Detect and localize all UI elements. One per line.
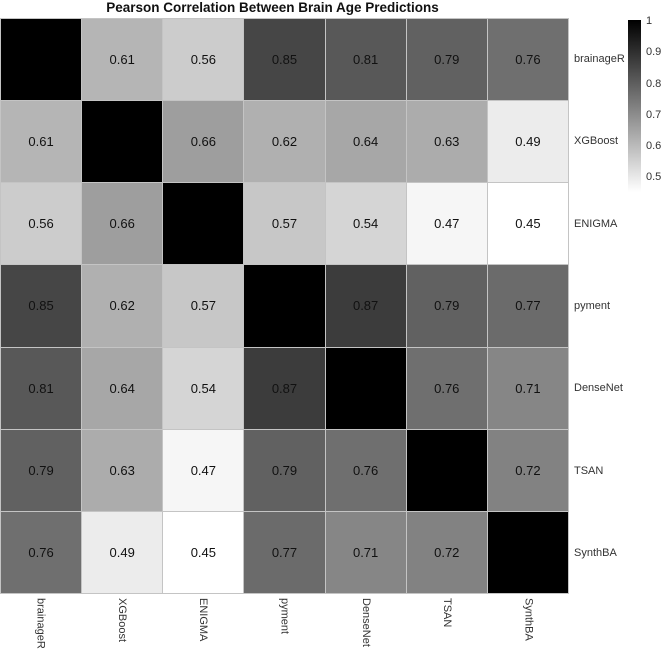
heatmap-cell: 0.63 bbox=[406, 101, 487, 183]
colorbar-tick-label: 1 bbox=[646, 15, 653, 27]
col-label: SynthBA bbox=[522, 598, 535, 641]
heatmap-cell: 0.79 bbox=[1, 429, 82, 511]
colorbar-gradient bbox=[628, 20, 641, 192]
heatmap-cell: 0.77 bbox=[487, 265, 568, 347]
x-axis-labels: brainageR XGBoost ENIGMA pyment DenseNet TSAN… bbox=[0, 598, 569, 659]
heatmap-cell: 0.56 bbox=[163, 19, 244, 101]
heatmap-cell bbox=[82, 101, 163, 183]
row-label: DenseNet bbox=[574, 382, 623, 395]
col-label: ENIGMA bbox=[197, 598, 210, 642]
row-label: SynthBA bbox=[574, 546, 617, 559]
heatmap-cell bbox=[163, 183, 244, 265]
heatmap-cell: 0.87 bbox=[325, 265, 406, 347]
row-label: TSAN bbox=[574, 464, 604, 477]
heatmap-cell: 0.79 bbox=[244, 429, 325, 511]
col-label: XGBoost bbox=[115, 598, 128, 643]
heatmap-cell bbox=[1, 19, 82, 101]
heatmap-cell: 0.79 bbox=[406, 265, 487, 347]
row-label: brainageR bbox=[574, 53, 625, 66]
heatmap-cell bbox=[487, 511, 568, 593]
heatmap-cell: 0.76 bbox=[325, 429, 406, 511]
heatmap-cell: 0.85 bbox=[244, 19, 325, 101]
colorbar-tick-label: 0.5 bbox=[646, 171, 662, 184]
row-label: pyment bbox=[574, 299, 611, 312]
heatmap-cell: 0.85 bbox=[1, 265, 82, 347]
heatmap-cell: 0.71 bbox=[325, 511, 406, 593]
heatmap-cell: 0.54 bbox=[163, 347, 244, 429]
heatmap-cell: 0.62 bbox=[244, 101, 325, 183]
col-label: brainageR bbox=[34, 598, 47, 649]
heatmap-cell: 0.45 bbox=[163, 511, 244, 593]
heatmap-cell: 0.56 bbox=[1, 183, 82, 265]
colorbar-tick-label: 0.7 bbox=[646, 108, 662, 121]
heatmap-cell bbox=[244, 265, 325, 347]
heatmap-cell: 0.76 bbox=[406, 347, 487, 429]
colorbar-tick-label: 0.9 bbox=[646, 46, 662, 59]
heatmap-cell: 0.54 bbox=[325, 183, 406, 265]
col-label: DenseNet bbox=[359, 598, 372, 647]
heatmap-cell: 0.79 bbox=[406, 19, 487, 101]
row-label: XGBoost bbox=[574, 135, 619, 148]
heatmap-cell: 0.49 bbox=[82, 511, 163, 593]
heatmap-cell: 0.62 bbox=[82, 265, 163, 347]
heatmap-cell: 0.45 bbox=[487, 183, 568, 265]
heatmap-cell: 0.76 bbox=[487, 19, 568, 101]
heatmap-cell: 0.81 bbox=[1, 347, 82, 429]
heatmap-cell: 0.47 bbox=[163, 429, 244, 511]
colorbar-tick-label: 0.6 bbox=[646, 140, 662, 153]
col-label: TSAN bbox=[441, 598, 454, 628]
heatmap-cell: 0.63 bbox=[82, 429, 163, 511]
col-label: pyment bbox=[278, 598, 291, 635]
heatmap-cell: 0.77 bbox=[244, 511, 325, 593]
heatmap-grid: 0.61 0.56 0.85 0.81 0.79 0.76 0.61 0.66 0.62 0.64… bbox=[0, 18, 569, 594]
heatmap-cell: 0.64 bbox=[82, 347, 163, 429]
colorbar-tick-label: 0.8 bbox=[646, 77, 662, 90]
heatmap-cell: 0.66 bbox=[163, 101, 244, 183]
heatmap-cell bbox=[406, 429, 487, 511]
heatmap-cell: 0.47 bbox=[406, 183, 487, 265]
heatmap-cell: 0.57 bbox=[244, 183, 325, 265]
heatmap-cell: 0.64 bbox=[325, 101, 406, 183]
heatmap-cell: 0.81 bbox=[325, 19, 406, 101]
heatmap-cell: 0.61 bbox=[1, 101, 82, 183]
heatmap-cell: 0.87 bbox=[244, 347, 325, 429]
heatmap-cell: 0.72 bbox=[406, 511, 487, 593]
heatmap-cell: 0.76 bbox=[1, 511, 82, 593]
heatmap-cell: 0.72 bbox=[487, 429, 568, 511]
y-axis-labels: brainageR XGBoost ENIGMA pyment DenseNet TSAN… bbox=[574, 18, 658, 594]
chart-title: Pearson Correlation Between Brain Age Pr… bbox=[106, 0, 439, 15]
heatmap-cell: 0.71 bbox=[487, 347, 568, 429]
heatmap-cell: 0.66 bbox=[82, 183, 163, 265]
row-label: ENIGMA bbox=[574, 217, 618, 230]
heatmap-cell bbox=[325, 347, 406, 429]
heatmap-cell: 0.61 bbox=[82, 19, 163, 101]
heatmap-cell: 0.57 bbox=[163, 265, 244, 347]
heatmap-cell: 0.49 bbox=[487, 101, 568, 183]
